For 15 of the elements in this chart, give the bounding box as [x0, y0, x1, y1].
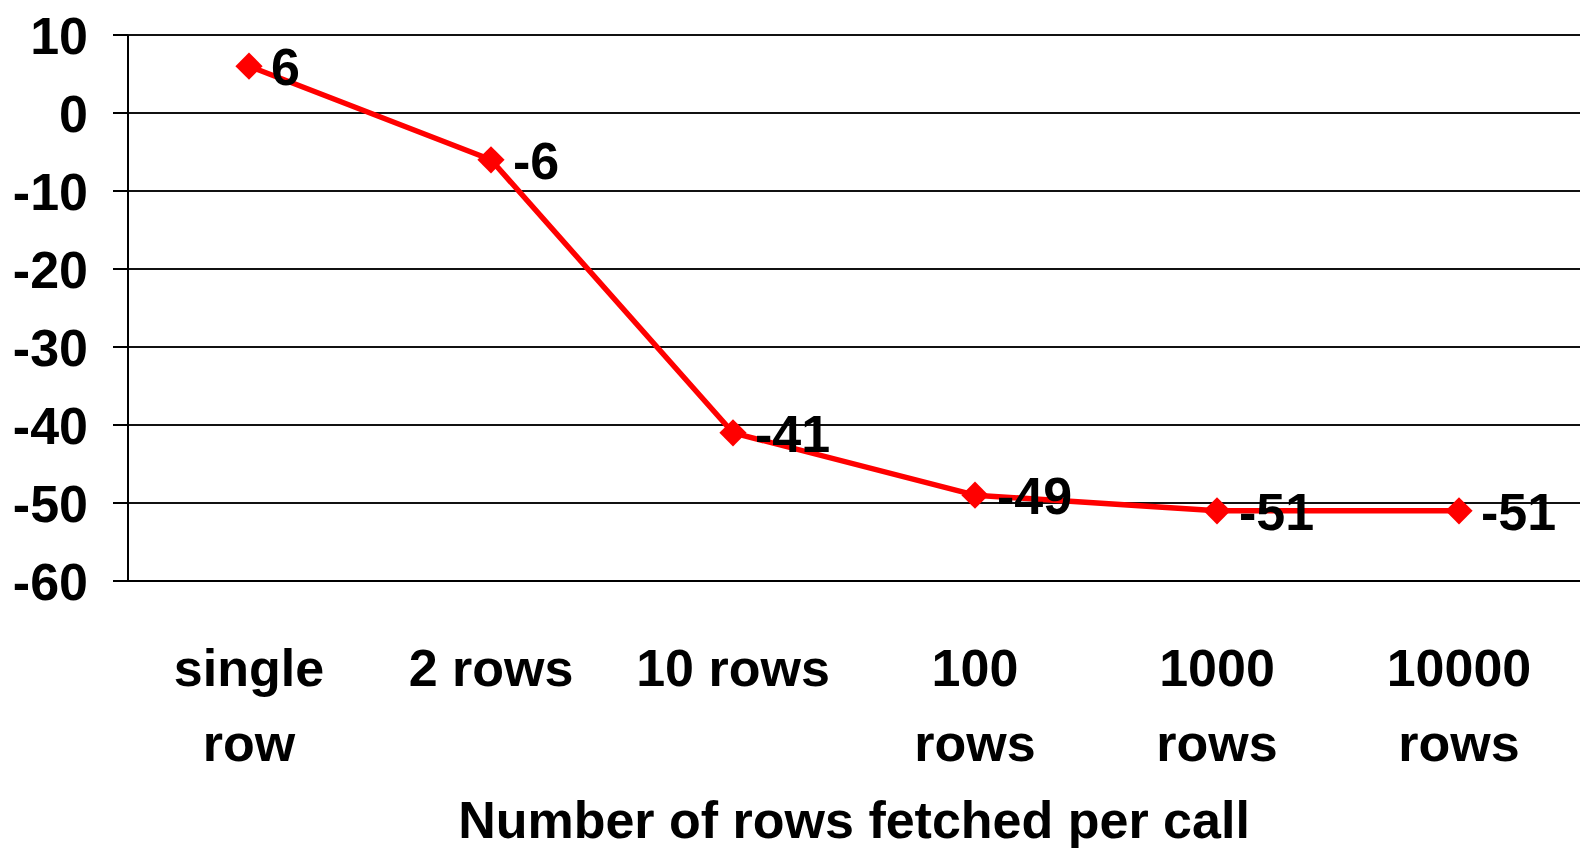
x-tick-label: single row	[173, 639, 325, 772]
y-tick-label: 0	[59, 84, 88, 143]
y-tick-label: -60	[12, 552, 88, 611]
y-tick-label: 10	[30, 6, 88, 65]
y-tick-label: -10	[12, 162, 88, 221]
x-tick-label: 1000 rows	[1156, 639, 1278, 772]
data-label: -6	[513, 131, 560, 190]
x-tick-label: 10 rows	[636, 639, 830, 697]
y-tick-label: -30	[12, 318, 88, 377]
x-tick-label: 2 rows	[408, 639, 574, 697]
y-tick-label: -50	[12, 474, 88, 533]
y-tick-label: -20	[12, 240, 88, 299]
x-tick-label: 10000 rows	[1386, 639, 1532, 772]
y-tick-label: -40	[12, 396, 88, 455]
x-tick-label: 100 rows	[914, 639, 1036, 772]
